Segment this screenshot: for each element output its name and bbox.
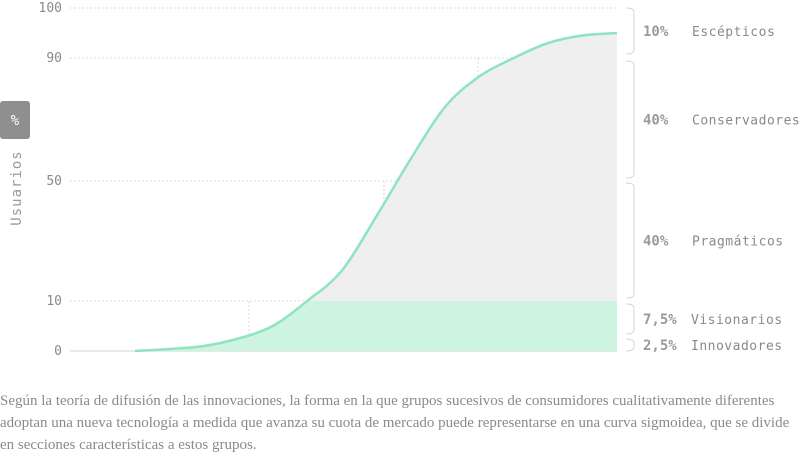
segment-bracket: [625, 60, 635, 179]
segment-bracket: [625, 182, 635, 299]
segment-brackets: [625, 7, 635, 352]
segment-name: Visionarios: [691, 313, 783, 328]
late-adoption-area: [307, 33, 617, 301]
adoption-curve: [134, 31, 618, 353]
segment-percent: 10%: [643, 24, 669, 40]
y-tick-label-100: 100: [39, 1, 62, 16]
chart-caption: Según la teoría de difusión de las innov…: [0, 393, 790, 453]
segment-percent: 40%: [643, 234, 669, 250]
adoption-chart: 0 10 50 90 100 2,5% Innovadores 7,5% Visionario…: [0, 1, 800, 359]
segment-bracket: [625, 338, 635, 352]
segment-name: Escépticos: [692, 25, 775, 40]
segment-name: Innovadores: [691, 339, 783, 354]
percent-badge: %: [0, 101, 30, 139]
segment-labels: 2,5% Innovadores 7,5% Visionarios 40% Pragmát…: [643, 24, 800, 354]
segment-bracket: [625, 7, 635, 55]
area-fills: [135, 33, 617, 351]
segment-percent: 2,5%: [643, 338, 677, 354]
y-tick-labels: 0 10 50 90 100: [39, 1, 62, 359]
percent-badge-label: %: [11, 113, 20, 129]
y-axis-label: Usuarios: [9, 150, 25, 225]
segment-name: Conservadores: [692, 114, 800, 129]
segment-name: Pragmáticos: [692, 235, 784, 250]
y-tick-label-90: 90: [46, 51, 62, 66]
y-tick-label-0: 0: [54, 344, 62, 359]
segment-percent: 7,5%: [643, 312, 677, 328]
y-tick-label-50: 50: [46, 174, 62, 189]
segment-percent: 40%: [643, 113, 669, 129]
segment-bracket: [625, 303, 635, 335]
y-tick-label-10: 10: [46, 294, 62, 309]
early-adoption-area: [135, 301, 617, 351]
